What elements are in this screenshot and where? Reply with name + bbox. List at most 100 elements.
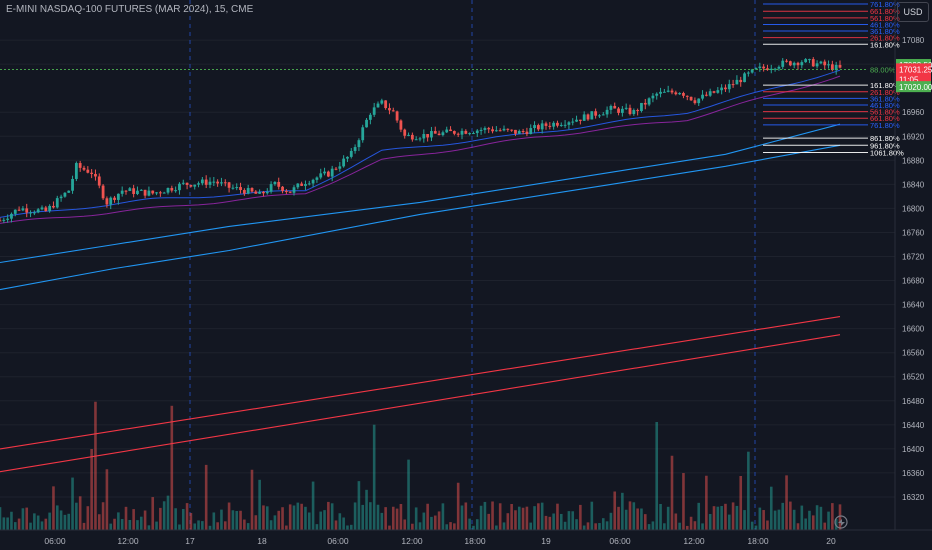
candle-body: [158, 192, 162, 194]
candle-body: [498, 130, 502, 132]
volume-bar: [479, 505, 483, 530]
volume-bar: [464, 502, 468, 530]
volume-bar: [346, 525, 349, 530]
candle-body: [139, 189, 143, 191]
volume-bar: [766, 520, 769, 530]
currency-button[interactable]: USD: [897, 2, 929, 22]
volume-bar: [296, 502, 300, 530]
volume-bar: [59, 510, 63, 530]
volume-bar: [468, 518, 471, 530]
volume-bar: [395, 508, 399, 530]
candle-body: [323, 171, 326, 174]
volume-bar: [120, 519, 124, 530]
volume-bar: [838, 504, 842, 530]
volume-bar: [159, 507, 162, 530]
candle-body: [701, 94, 704, 99]
volume-bar: [258, 479, 261, 530]
volume-bar: [36, 515, 40, 530]
candle-body: [823, 61, 827, 66]
volume-bar: [349, 524, 353, 530]
replay-icon[interactable]: [834, 515, 848, 529]
candle-body: [136, 190, 139, 194]
volume-bar: [250, 469, 254, 530]
candle-body: [754, 67, 758, 70]
candle-body: [464, 130, 468, 134]
fib-level-label: 361.80%: [870, 27, 900, 36]
candle-body: [777, 66, 781, 69]
volume-bar: [124, 506, 128, 530]
volume-bar: [21, 508, 25, 530]
volume-bar: [166, 495, 170, 530]
volume-bar: [517, 506, 521, 530]
candle-body: [258, 191, 262, 194]
volume-bar: [376, 504, 380, 530]
x-tick-label: 20: [826, 536, 836, 546]
candle-body: [67, 190, 71, 193]
candle-body: [708, 91, 712, 96]
candle-body: [414, 139, 418, 141]
volume-bar: [594, 523, 597, 530]
fib-level-label: 961.80%: [870, 141, 900, 150]
candle-body: [174, 190, 178, 192]
x-tick-label: 12:00: [117, 536, 139, 546]
candle-body: [632, 110, 636, 115]
candle-body: [29, 212, 32, 214]
volume-bar: [105, 469, 109, 530]
candle-body: [575, 119, 578, 122]
candle-body: [682, 93, 685, 96]
volume-bar: [178, 524, 181, 530]
candle-body: [231, 187, 235, 189]
candle-body: [636, 110, 640, 112]
volume-bar: [128, 519, 132, 530]
volume-bar: [437, 511, 441, 530]
candle-body: [71, 178, 74, 191]
volume-bar: [621, 492, 624, 530]
volume-bar: [735, 505, 739, 530]
volume-bar: [544, 515, 548, 530]
volume-bar: [269, 520, 273, 530]
price-axis[interactable]: 1708017040169601692016880168401680016760…: [902, 36, 925, 502]
candle-body: [292, 187, 296, 193]
candle-body: [418, 138, 422, 140]
candle-body: [655, 93, 659, 96]
volume-bar: [185, 503, 189, 530]
volume-bar: [143, 510, 147, 530]
volume-bar: [181, 509, 185, 530]
candle-body: [223, 182, 227, 184]
volume-bar: [708, 514, 712, 530]
volume-bar: [174, 508, 177, 530]
volume-bar: [472, 525, 475, 530]
candle-body: [582, 114, 586, 121]
candle-body: [212, 181, 216, 183]
volume-bar: [601, 518, 605, 530]
x-tick-label: 12:00: [683, 536, 705, 546]
volume-bar: [636, 508, 639, 530]
candle-body: [460, 130, 464, 135]
fib-level-label: 461.80%: [870, 20, 900, 29]
candle-body: [6, 218, 10, 220]
candle-body: [494, 130, 498, 132]
time-axis[interactable]: 06:00 12:00 17 18 06:00 12:00 18:00 19 06:00 12:0…: [44, 536, 836, 546]
volume-bar: [391, 506, 395, 530]
y-tick-label: 16480: [902, 397, 925, 406]
volume-bar: [17, 518, 21, 530]
candle-body: [433, 131, 437, 134]
channel-line: [0, 334, 841, 473]
candle-body: [185, 182, 189, 185]
volume-bar: [227, 502, 231, 530]
moving-average-line: [0, 75, 841, 224]
volume-bar: [430, 516, 433, 530]
volume-bar: [369, 502, 372, 530]
volume-bar: [624, 509, 628, 530]
fib-level-label: 661.80%: [870, 114, 900, 123]
candle-body: [487, 128, 491, 130]
volume-bar: [590, 501, 594, 530]
candle-body: [254, 191, 258, 194]
candle-body: [766, 68, 769, 71]
candle-body: [36, 209, 40, 213]
moving-averages: [0, 69, 841, 224]
candle-body: [21, 208, 25, 211]
fib-levels: 761.80%661.80%561.80%461.80%361.80%261.8…: [0, 0, 904, 157]
